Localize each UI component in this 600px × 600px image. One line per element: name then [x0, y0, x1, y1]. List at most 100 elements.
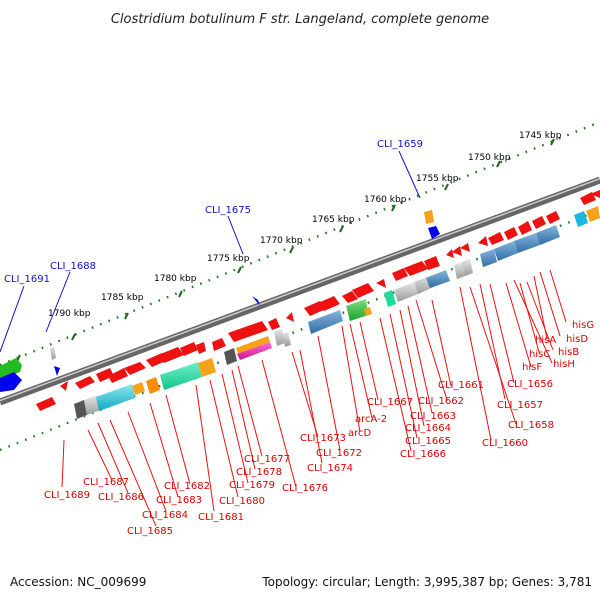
gene-label-red: hisC — [529, 349, 550, 360]
gene-block — [514, 233, 540, 253]
gene-block — [536, 225, 560, 245]
gene-arrow — [180, 342, 198, 356]
gene-label-red: CLI_1685 — [127, 526, 173, 537]
gene-arrow — [504, 227, 518, 240]
gene-label-red: CLI_1681 — [198, 512, 244, 523]
gene-arrow — [580, 192, 596, 205]
genome-backbone — [0, 176, 600, 406]
gene-arrow — [108, 368, 128, 383]
gene-arrow — [518, 221, 532, 235]
gene-label-blue: CLI_1659 — [377, 139, 423, 150]
gene-block — [74, 400, 87, 419]
kbp-label: 1760 kbp — [364, 195, 407, 205]
kbp-tick — [496, 160, 501, 168]
gene-arrow — [75, 376, 95, 389]
gene-block — [384, 290, 396, 307]
gene-arrow — [196, 342, 206, 354]
red-leader-lines — [61, 269, 567, 527]
gene-block — [480, 249, 497, 267]
gene-arrow — [60, 381, 68, 391]
gene-label-red: CLI_1680 — [219, 496, 265, 507]
gene-arrow — [452, 246, 462, 256]
gene-label-red: CLI_1684 — [142, 510, 188, 521]
gene-label-red: hisA — [535, 335, 556, 346]
gene-arrow — [404, 261, 428, 276]
gene-arrow — [54, 366, 60, 376]
gene-label-red: CLI_1662 — [418, 396, 464, 407]
gene-label-red: hisG — [572, 320, 594, 331]
kbp-tick-marks — [16, 138, 555, 362]
gene-label-red: CLI_1661 — [438, 380, 484, 391]
accession-text: Accession: NC_009699 — [10, 575, 146, 589]
kbp-label: 1790 kbp — [48, 309, 91, 319]
kbp-tick — [339, 225, 344, 233]
gene-label-red: hisF — [522, 362, 542, 373]
map-title: Clostridium botulinum F str. Langeland, … — [111, 12, 489, 27]
gene-block — [586, 206, 600, 222]
gene-arrow — [158, 347, 184, 363]
blue-leader-lines — [0, 150, 421, 353]
gene-label-red: CLI_1678 — [236, 467, 282, 478]
gene-label-red: CLI_1687 — [83, 477, 129, 488]
gene-arrow — [532, 216, 546, 229]
gene-block — [454, 262, 465, 279]
gene-block — [346, 299, 368, 321]
gene-label-red: CLI_1665 — [405, 436, 451, 447]
gene-label-red: CLI_1682 — [164, 481, 210, 492]
gene-arrow — [318, 296, 340, 311]
kbp-label: 1755 kbp — [416, 174, 459, 184]
gene-block — [160, 362, 202, 390]
gene-block — [494, 241, 518, 261]
gene-label-red: CLI_1672 — [316, 448, 362, 459]
gene-arrow — [546, 211, 560, 224]
gene-label-red: CLI_1664 — [405, 423, 451, 434]
gene-block — [364, 307, 372, 316]
gene-arrow — [212, 338, 226, 351]
gene-block — [426, 270, 450, 288]
kbp-label: 1750 kbp — [468, 153, 511, 163]
gene-block — [0, 372, 22, 392]
gene-block — [0, 358, 22, 380]
gene-block — [50, 346, 56, 360]
gene-label-red: CLI_1657 — [497, 400, 543, 411]
gene-label-blue: CLI_1691 — [4, 274, 50, 285]
kbp-tick — [444, 183, 449, 191]
gene-arrow — [252, 296, 260, 306]
kbp-tick — [391, 204, 396, 212]
gene-label-red: CLI_1676 — [282, 483, 328, 494]
genome-summary-text: Topology: circular; Length: 3,995,387 bp… — [261, 575, 592, 589]
kbp-tick — [550, 138, 555, 146]
gene-block — [224, 348, 237, 365]
reverse-strand-genes — [0, 210, 440, 419]
gene-block — [236, 336, 270, 354]
kbp-label: 1785 kbp — [101, 293, 144, 303]
gene-label-red: CLI_1683 — [156, 495, 202, 506]
gene-label-red: CLI_1663 — [410, 411, 456, 422]
gene-label-red: CLI_1666 — [400, 449, 446, 460]
gene-block — [462, 259, 473, 276]
gene-arrow — [478, 236, 488, 246]
gene-arrow — [228, 321, 268, 342]
gene-label-red: CLI_1658 — [508, 420, 554, 431]
gene-arrow — [590, 190, 600, 198]
gene-block — [574, 211, 588, 227]
kbp-tick — [178, 290, 183, 298]
gene-label-red: CLI_1677 — [244, 454, 290, 465]
gene-arrow — [460, 243, 470, 252]
gene-block — [132, 382, 145, 395]
gene-arrow — [342, 291, 358, 303]
gene-arrow — [36, 397, 56, 411]
gene-block — [308, 310, 343, 334]
gene-arrow — [424, 256, 440, 270]
gene-block — [274, 329, 285, 346]
gene-block — [198, 358, 216, 377]
kbp-tick — [71, 333, 76, 341]
forward-strand-genes — [0, 190, 600, 391]
gene-label-red: arcD — [348, 428, 372, 439]
kbp-tick — [237, 266, 242, 274]
gene-arrow — [268, 318, 280, 330]
gene-label-red: CLI_1656 — [507, 379, 553, 390]
kbp-label: 1780 kbp — [154, 274, 197, 284]
gene-label-blue: CLI_1688 — [50, 261, 96, 272]
